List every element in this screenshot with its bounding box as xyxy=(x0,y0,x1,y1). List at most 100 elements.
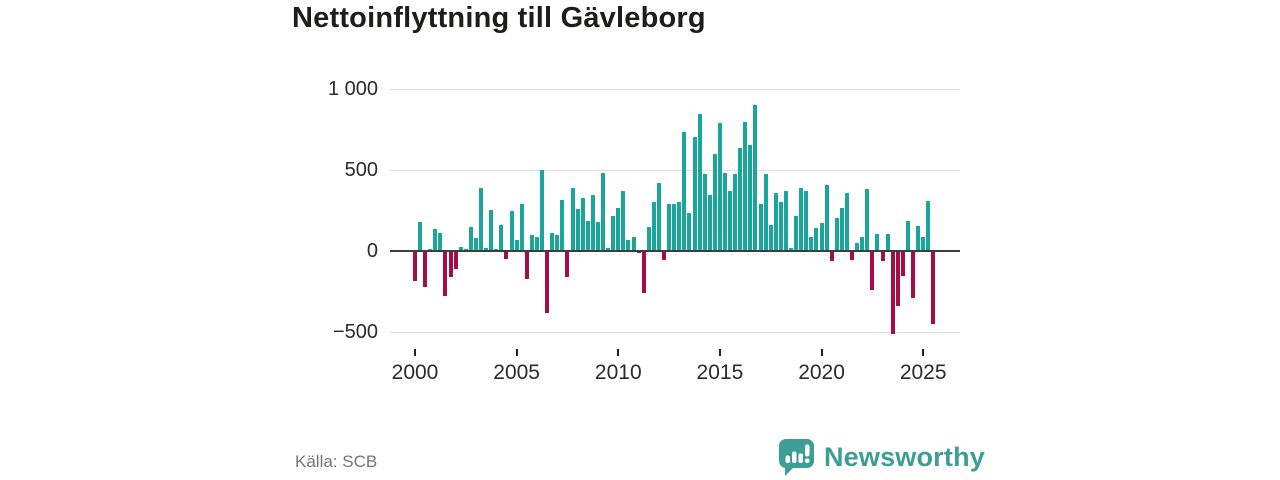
bar-2002Q1 xyxy=(453,251,458,270)
bar-2011Q2 xyxy=(641,251,646,293)
bar-2020Q3 xyxy=(829,251,834,262)
bar-2014Q1 xyxy=(697,113,702,251)
y-axis-label-0: 0 xyxy=(366,239,378,262)
bar-2003Q3 xyxy=(484,248,489,251)
y-axis-label-500: 500 xyxy=(344,158,378,181)
bar-2001Q4 xyxy=(448,251,453,278)
bar-2016Q2 xyxy=(743,121,748,251)
bar-2006Q4 xyxy=(550,232,555,251)
bar-2000Q2 xyxy=(418,222,423,251)
bar-2007Q1 xyxy=(555,235,560,251)
bar-2009Q2 xyxy=(601,172,606,251)
bar-2007Q3 xyxy=(565,251,570,277)
x-axis-label-2015: 2015 xyxy=(696,361,744,384)
bar-2025Q1 xyxy=(921,236,926,251)
bar-2024Q3 xyxy=(911,251,916,298)
bar-2024Q4 xyxy=(916,226,921,251)
bar-2020Q2 xyxy=(824,184,829,251)
x-axis-tick-2000 xyxy=(414,349,416,356)
bar-2020Q1 xyxy=(819,222,824,251)
bar-2004Q4 xyxy=(509,210,514,251)
bar-2009Q4 xyxy=(611,215,616,251)
bar-2023Q1 xyxy=(880,251,885,262)
bar-2023Q2 xyxy=(885,234,890,251)
bar-2010Q1 xyxy=(616,207,621,251)
bar-2021Q4 xyxy=(855,243,860,251)
bar-2008Q1 xyxy=(575,209,580,251)
x-axis-tick-2015 xyxy=(718,349,721,356)
bar-2020Q4 xyxy=(834,218,839,251)
bar-2014Q3 xyxy=(707,194,712,251)
bar-2005Q3 xyxy=(524,251,529,280)
bar-2012Q2 xyxy=(662,251,667,260)
y-gridline--500 xyxy=(390,331,960,333)
x-axis-label-2000: 2000 xyxy=(391,361,439,384)
x-axis-label-2020: 2020 xyxy=(798,361,845,384)
bar-2021Q1 xyxy=(839,208,844,251)
x-axis-label-2005: 2005 xyxy=(493,361,540,384)
newsworthy-logo: Newsworthy xyxy=(778,438,985,476)
bar-2024Q2 xyxy=(905,221,910,251)
bar-2011Q4 xyxy=(651,201,656,251)
bar-2025Q2 xyxy=(926,201,931,251)
bar-2016Q4 xyxy=(753,104,758,251)
bar-2004Q3 xyxy=(504,251,509,259)
bar-2001Q3 xyxy=(443,251,448,297)
bar-2009Q1 xyxy=(595,222,600,251)
bar-2001Q2 xyxy=(438,232,443,251)
bar-2010Q3 xyxy=(626,239,631,251)
bar-2005Q1 xyxy=(514,239,519,251)
newsworthy-chart-bubble-icon xyxy=(778,439,814,476)
chart-title: Nettoinflyttning till Gävleborg xyxy=(292,2,706,34)
bar-2017Q3 xyxy=(768,224,773,251)
bar-2006Q1 xyxy=(534,236,539,251)
bar-2021Q3 xyxy=(850,251,855,260)
bar-2022Q3 xyxy=(870,251,875,290)
bar-2024Q1 xyxy=(900,251,905,276)
bar-2019Q1 xyxy=(799,188,804,251)
bar-2017Q1 xyxy=(758,204,763,251)
newsworthy-wordmark: Newsworthy xyxy=(823,441,985,472)
x-axis-label-2010: 2010 xyxy=(594,361,642,384)
bar-2008Q3 xyxy=(585,220,590,251)
bar-2019Q4 xyxy=(814,227,819,251)
bar-2005Q2 xyxy=(519,203,524,251)
bar-2016Q3 xyxy=(748,145,753,251)
bar-2023Q3 xyxy=(890,251,895,335)
bar-2018Q4 xyxy=(794,216,799,251)
bar-2013Q4 xyxy=(692,137,697,251)
bar-2019Q3 xyxy=(809,236,814,251)
bar-2014Q2 xyxy=(702,174,707,251)
x-axis-tick-2005 xyxy=(515,349,518,356)
y-axis-label-1000: 1 000 xyxy=(327,77,378,100)
bar-2003Q4 xyxy=(489,210,494,251)
bar-2000Q1 xyxy=(413,251,417,281)
bar-2005Q4 xyxy=(529,235,534,251)
bar-2012Q1 xyxy=(656,183,661,251)
bar-2015Q3 xyxy=(728,190,733,251)
bar-2013Q3 xyxy=(687,213,692,251)
bar-2010Q4 xyxy=(631,236,636,251)
source-label: Källa: SCB xyxy=(295,452,378,471)
bar-2004Q2 xyxy=(499,225,504,251)
x-axis-tick-2020 xyxy=(820,349,823,356)
bar-2019Q2 xyxy=(804,191,809,251)
bar-2003Q2 xyxy=(479,188,484,251)
bar-2022Q1 xyxy=(860,236,865,251)
x-axis-tick-2025 xyxy=(922,349,925,356)
bar-2014Q4 xyxy=(712,154,717,251)
bar-2000Q3 xyxy=(423,251,428,288)
bar-2008Q2 xyxy=(580,197,585,251)
bar-2013Q1 xyxy=(677,201,682,251)
bar-2018Q1 xyxy=(778,201,783,251)
bar-2015Q2 xyxy=(723,172,727,251)
bar-2011Q3 xyxy=(646,227,651,251)
bar-2013Q2 xyxy=(682,132,687,251)
bar-2015Q1 xyxy=(717,122,722,251)
bar-2009Q3 xyxy=(606,248,611,251)
bar-2001Q1 xyxy=(433,228,438,251)
bar-2023Q4 xyxy=(895,251,900,306)
bar-2015Q4 xyxy=(733,174,738,251)
bar-2008Q4 xyxy=(590,195,595,251)
bar-2018Q3 xyxy=(789,248,794,251)
